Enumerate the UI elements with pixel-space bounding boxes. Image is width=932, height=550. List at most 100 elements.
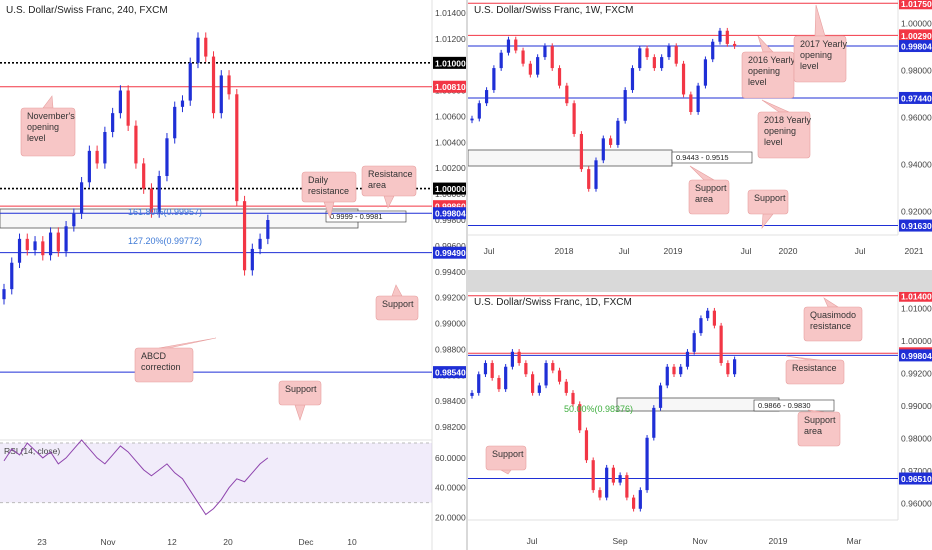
price-tag-label: 1.00290 [901, 31, 932, 41]
price-tag [899, 40, 932, 53]
candle-body [594, 160, 598, 189]
candle-body [616, 120, 620, 145]
candle-body [165, 138, 169, 176]
callout-pointer [294, 404, 306, 421]
callout-text-line: Support [695, 183, 727, 193]
price-tag-label: 0.97440 [901, 93, 932, 103]
callout-text: Daily resistance [308, 175, 349, 196]
callout-text-line: opening [27, 122, 59, 132]
y-tick-label: 0.98800 [435, 344, 466, 354]
price-tag-label: 0.99804 [901, 351, 932, 361]
callout-text-line: area [695, 194, 713, 204]
x-tick-label: 2021 [905, 246, 924, 256]
callout-text-line: Daily [308, 175, 329, 185]
candle-body [564, 381, 568, 393]
callout-text-line: level [748, 77, 767, 87]
callout-text: Support area [695, 183, 727, 204]
candle-body [551, 363, 555, 371]
candle-body [219, 75, 223, 114]
candle-body [524, 363, 528, 375]
callout-pointer [391, 284, 403, 297]
price-tag [899, 472, 932, 485]
candle-body [142, 163, 146, 189]
candle-body [584, 430, 589, 461]
candle-body [543, 46, 547, 58]
candle-body [711, 41, 715, 60]
chart-title: U.S. Dollar/Swiss Franc, 1W, FXCM [474, 5, 634, 16]
x-tick-label: 10 [347, 537, 357, 547]
candle-body [204, 37, 208, 57]
candle-body [258, 238, 262, 249]
callout-text: Resistance area [368, 169, 413, 190]
x-tick-label: Jul [619, 246, 630, 256]
candle-body [719, 325, 723, 364]
candle-body [149, 188, 154, 213]
fib-label: 161.80%(0.99957) [128, 207, 202, 217]
candle-body [618, 475, 622, 483]
candle-body [211, 56, 216, 114]
candle-body [470, 392, 474, 396]
price-tag-label: 1.01400 [901, 292, 932, 301]
candle-body [56, 232, 60, 252]
candle-body [611, 467, 615, 483]
candle-body [665, 366, 669, 386]
price-tag-label: 0.99804 [435, 209, 466, 219]
candle-body [103, 132, 107, 164]
candle-body [557, 370, 562, 382]
callout-pointer [785, 355, 821, 361]
callout-text-line: level [764, 137, 783, 147]
candle-body [180, 100, 185, 107]
y-tick-label: 0.99600 [435, 241, 466, 251]
price-tag [433, 80, 466, 93]
candle-body [483, 363, 488, 375]
candle-body [557, 68, 562, 86]
y-tick-label: 1.01400 [435, 8, 466, 18]
y-tick-label: 1.00600 [435, 111, 466, 121]
candle-body [506, 39, 511, 53]
candle-body [95, 150, 99, 164]
zone-label: 0.9866 - 0.9830 [758, 401, 811, 410]
candle-body [625, 475, 629, 498]
callout-box [688, 179, 730, 215]
candle-body [712, 310, 716, 326]
y-tick-label: 1.01000 [901, 303, 932, 313]
candle-body [658, 385, 663, 408]
candle-body [544, 363, 548, 386]
callout-pointer [823, 297, 840, 308]
rsi-band [0, 443, 432, 503]
price-tag [899, 0, 932, 10]
candle-body [25, 238, 29, 251]
price-tag [433, 56, 466, 69]
candle-body [87, 150, 91, 183]
price-tag [899, 91, 932, 104]
candle-body [510, 351, 514, 367]
zone-label-box [671, 151, 753, 164]
callout-box [134, 347, 194, 383]
candle-body [623, 90, 627, 121]
zone-label: 0.9999 - 0.9981 [330, 212, 383, 221]
y-tick-label: 0.96000 [901, 113, 932, 123]
rsi-line [3, 439, 269, 516]
price-tag-label: 1.01000 [435, 58, 466, 68]
y-tick-label: 0.99400 [435, 267, 466, 277]
price-tag-label: 0.99804 [901, 42, 932, 52]
candle-body [484, 90, 489, 104]
candle-body [188, 62, 192, 101]
candle-body [2, 289, 6, 300]
callout-text-line: Resistance [792, 363, 837, 373]
candle-body [17, 238, 22, 263]
callout-text-line: Support [754, 193, 786, 203]
candle-body [528, 63, 532, 75]
candle-body [565, 85, 569, 104]
x-tick-label: 2019 [664, 246, 683, 256]
candle-body [718, 30, 722, 42]
y-tick-label: 0.98000 [901, 434, 932, 444]
candle-body [504, 366, 508, 390]
candle-body [638, 48, 642, 69]
candle-body [674, 46, 678, 64]
callout-box [803, 306, 863, 342]
x-tick-label: 2020 [779, 246, 798, 256]
rsi-label: RSI (14, close) [4, 446, 60, 456]
candle-body [550, 46, 554, 69]
candle-body [499, 52, 503, 69]
